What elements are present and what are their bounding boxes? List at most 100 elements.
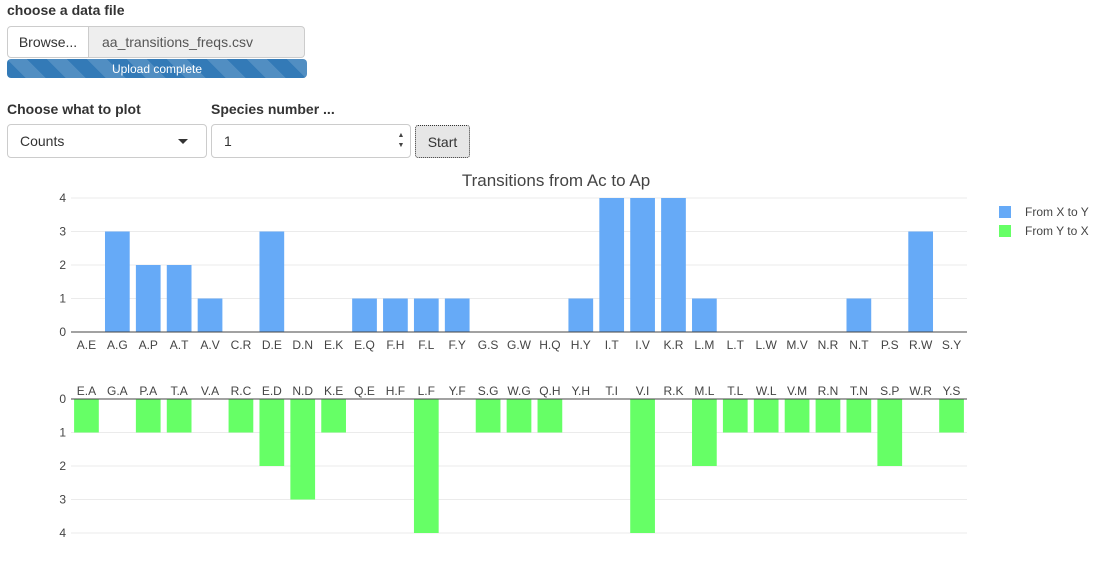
bottom-x-tick-label: Y.H bbox=[572, 384, 590, 398]
bottom-bar-E.D bbox=[259, 399, 285, 466]
bottom-x-tick-label: T.I bbox=[605, 384, 618, 398]
top-x-tick-label: M.V bbox=[786, 338, 807, 352]
bottom-x-tick-label: T.A bbox=[170, 384, 187, 398]
top-x-tick-label: F.Y bbox=[449, 338, 466, 352]
top-x-tick-label: G.W bbox=[507, 338, 532, 352]
top-x-tick-label: F.L bbox=[418, 338, 434, 352]
top-y-tick-label: 1 bbox=[59, 292, 66, 306]
plot-type-select[interactable]: Counts bbox=[7, 124, 207, 158]
bottom-bar-V.M bbox=[784, 399, 810, 433]
top-bar-I.T bbox=[599, 198, 625, 332]
bottom-x-tick-label: M.L bbox=[694, 384, 714, 398]
bottom-x-tick-label: H.F bbox=[386, 384, 405, 398]
bottom-y-tick-label: 4 bbox=[59, 526, 66, 540]
bottom-bar-P.A bbox=[135, 399, 161, 433]
top-x-tick-label: H.Q bbox=[539, 338, 560, 352]
top-bar-I.V bbox=[630, 198, 655, 332]
plot-type-selected-value: Counts bbox=[20, 133, 65, 149]
upload-progress-bar: Upload complete bbox=[7, 59, 307, 78]
file-name-field[interactable]: aa_transitions_freqs.csv bbox=[89, 26, 305, 58]
top-bar-N.T bbox=[846, 298, 872, 332]
bottom-y-tick-label: 3 bbox=[59, 493, 66, 507]
bottom-bar-W.G bbox=[506, 399, 532, 433]
top-x-tick-label: N.T bbox=[849, 338, 869, 352]
bottom-bar-W.L bbox=[753, 399, 779, 433]
top-x-tick-label: D.N bbox=[292, 338, 313, 352]
top-x-tick-label: L.W bbox=[756, 338, 778, 352]
top-x-tick-label: L.M bbox=[694, 338, 714, 352]
top-x-tick-label: A.P bbox=[139, 338, 158, 352]
bottom-y-tick-label: 1 bbox=[59, 426, 66, 440]
bottom-x-tick-label: E.A bbox=[77, 384, 96, 398]
species-number-label: Species number ... bbox=[211, 101, 335, 117]
top-bar-F.Y bbox=[444, 298, 470, 332]
bottom-x-tick-label: V.I bbox=[636, 384, 650, 398]
top-bar-A.G bbox=[104, 231, 130, 332]
top-x-tick-label: S.Y bbox=[942, 338, 961, 352]
legend-label-2: From Y to X bbox=[1025, 224, 1089, 238]
plot-type-label: Choose what to plot bbox=[7, 101, 141, 117]
bottom-x-tick-label: N.D bbox=[292, 384, 313, 398]
top-bar-A.V bbox=[197, 298, 223, 332]
top-bar-D.E bbox=[259, 231, 285, 332]
legend-label-1: From X to Y bbox=[1025, 205, 1089, 219]
bottom-x-tick-label: T.N bbox=[850, 384, 868, 398]
bottom-x-tick-label: Q.E bbox=[354, 384, 375, 398]
bottom-bar-Q.H bbox=[537, 399, 563, 433]
top-bar-A.T bbox=[166, 265, 192, 332]
top-bar-L.M bbox=[692, 298, 717, 332]
top-x-tick-label: I.T bbox=[605, 338, 620, 352]
top-x-tick-label: D.E bbox=[262, 338, 282, 352]
bottom-x-tick-label: G.A bbox=[107, 384, 128, 398]
top-x-tick-label: I.V bbox=[635, 338, 650, 352]
top-x-tick-label: A.G bbox=[107, 338, 128, 352]
top-bar-F.L bbox=[413, 298, 439, 332]
file-input-label: choose a data file bbox=[7, 2, 125, 18]
top-bar-F.H bbox=[383, 298, 408, 332]
species-number-value: 1 bbox=[224, 133, 232, 149]
top-x-tick-label: A.V bbox=[200, 338, 219, 352]
bottom-bar-T.L bbox=[722, 399, 748, 433]
top-bar-R.W bbox=[908, 231, 934, 332]
bottom-x-tick-label: P.A bbox=[139, 384, 157, 398]
file-input-group[interactable]: Browse... aa_transitions_freqs.csv bbox=[7, 26, 305, 58]
bottom-x-tick-label: V.M bbox=[787, 384, 807, 398]
bottom-x-tick-label: R.N bbox=[818, 384, 839, 398]
legend-swatch-1 bbox=[999, 206, 1011, 218]
start-button[interactable]: Start bbox=[415, 125, 470, 158]
number-spinner-icon[interactable]: ▲ ▼ bbox=[397, 132, 405, 149]
bottom-x-tick-label: L.F bbox=[418, 384, 435, 398]
top-x-tick-label: E.Q bbox=[354, 338, 375, 352]
browse-button[interactable]: Browse... bbox=[7, 26, 89, 58]
bottom-x-tick-label: S.P bbox=[880, 384, 899, 398]
top-x-tick-label: K.R bbox=[663, 338, 683, 352]
top-bar-H.Y bbox=[568, 298, 594, 332]
top-x-tick-label: P.S bbox=[881, 338, 899, 352]
top-x-tick-label: E.K bbox=[324, 338, 343, 352]
bottom-bar-V.I bbox=[630, 399, 655, 533]
bottom-bar-R.C bbox=[228, 399, 254, 433]
chart-title: Transitions from Ac to Ap bbox=[462, 171, 650, 190]
top-bar-E.Q bbox=[352, 298, 377, 332]
top-x-tick-label: A.E bbox=[77, 338, 96, 352]
bottom-x-tick-label: S.G bbox=[478, 384, 499, 398]
top-x-tick-label: L.T bbox=[727, 338, 745, 352]
legend-swatch-2 bbox=[999, 225, 1011, 237]
top-x-tick-label: R.W bbox=[909, 338, 933, 352]
bottom-bar-M.L bbox=[692, 399, 717, 466]
top-y-tick-label: 0 bbox=[59, 325, 66, 339]
bottom-x-tick-label: Y.S bbox=[943, 384, 961, 398]
species-number-input[interactable]: 1 ▲ ▼ bbox=[211, 124, 411, 158]
top-x-tick-label: G.S bbox=[478, 338, 499, 352]
bottom-bar-N.D bbox=[290, 399, 316, 500]
bottom-bar-Y.S bbox=[939, 399, 964, 433]
bottom-x-tick-label: T.L bbox=[727, 384, 743, 398]
top-y-tick-label: 3 bbox=[59, 225, 66, 239]
bottom-bar-E.A bbox=[74, 399, 99, 433]
bottom-x-tick-label: V.A bbox=[201, 384, 219, 398]
transitions-bar-chart: 0 1 2 3 4 A.E A.G A.P A.T A.V C.R D.E D.N E.K E.Q F.H F.… bbox=[59, 171, 1089, 540]
top-x-tick-label: H.Y bbox=[571, 338, 591, 352]
bottom-bar-S.G bbox=[475, 399, 501, 433]
bottom-bar-T.N bbox=[846, 399, 872, 433]
bottom-y-tick-label: 2 bbox=[59, 459, 66, 473]
